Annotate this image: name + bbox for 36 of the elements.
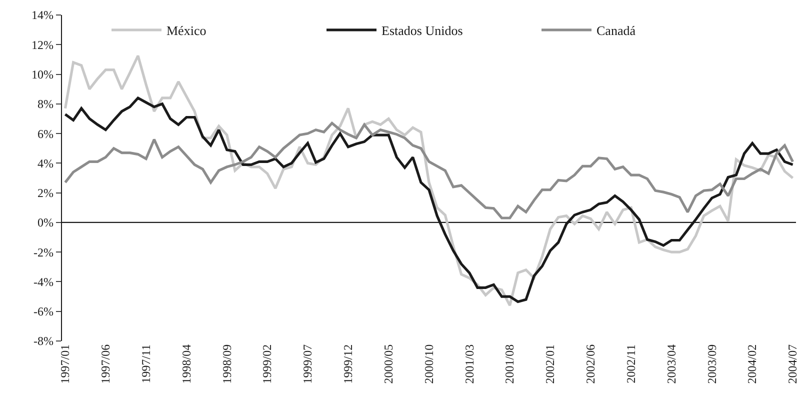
y-tick-label: 2% [38, 186, 54, 200]
y-tick-label: 0% [38, 216, 54, 230]
x-tick-label: 1999/12 [341, 344, 356, 384]
line-series [64, 122, 794, 220]
y-tick-label: 10% [32, 67, 54, 82]
x-tick-label: 2003/04 [664, 344, 678, 384]
y-tick-label: 6% [38, 126, 54, 141]
y-tick-label: -2% [34, 245, 54, 260]
x-tick-label: 2001/08 [502, 344, 517, 384]
x-tick-label: 2003/09 [704, 344, 719, 384]
line-series [64, 96, 794, 304]
y-tick-label: 12% [32, 38, 54, 52]
x-tick-label: 2002/11 [624, 344, 638, 384]
y-tick-label: -4% [34, 274, 54, 289]
x-tick-label: 2002/01 [543, 344, 558, 384]
legend-label: Estados Unidos [382, 23, 463, 38]
x-tick-label: 2002/06 [584, 344, 598, 384]
x-tick-label: 2004/02 [745, 344, 760, 384]
y-tick-label: 8% [38, 97, 54, 112]
y-tick-label: 4% [38, 156, 54, 170]
x-tick-label: 1998/09 [220, 344, 234, 384]
x-tick-label: 1999/07 [300, 344, 315, 384]
legend-label: México [166, 23, 206, 38]
x-tick-label: 1999/02 [260, 344, 274, 384]
x-tick-label: 1998/04 [179, 344, 194, 384]
y-tick-label: -8% [34, 334, 54, 348]
legend-label: Canadá [596, 23, 636, 38]
x-tick-label: 2001/03 [462, 344, 476, 384]
x-tick-label: 1997/06 [98, 344, 113, 384]
x-tick-label: 1997/11 [138, 344, 153, 384]
y-tick-label: 14% [32, 8, 54, 22]
x-tick-label: 1997/01 [58, 344, 72, 384]
x-tick-label: 2000/10 [422, 344, 436, 384]
y-tick-label: -6% [34, 304, 54, 319]
x-tick-label: 2004/07 [786, 344, 800, 384]
x-tick-label: 2000/05 [381, 344, 396, 384]
